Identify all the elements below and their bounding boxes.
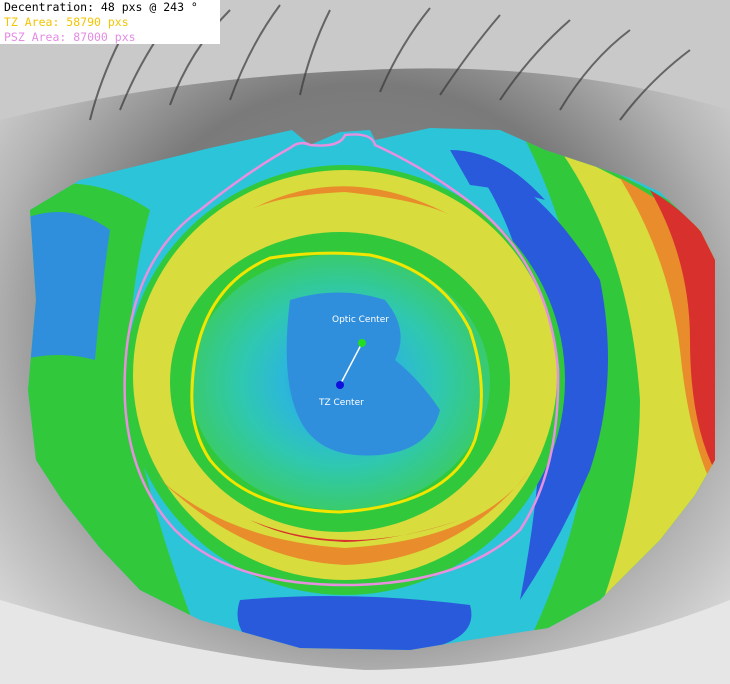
info-panel: Decentration: 48 pxs @ 243 ° TZ Area: 58… — [0, 0, 220, 44]
tz-area-text: TZ Area: 58790 pxs — [4, 15, 129, 29]
lower-eyelid — [0, 600, 730, 684]
optic-center-label: Optic Center — [332, 315, 389, 325]
decentration-line — [339, 342, 363, 386]
decentration-text: Decentration: 48 pxs @ 243 ° — [4, 0, 198, 14]
tz-center-dot — [336, 381, 344, 389]
psz-outline — [123, 133, 560, 587]
psz-area-text: PSZ Area: 87000 pxs — [4, 30, 136, 44]
optic-center-dot — [358, 339, 366, 347]
tz-outline — [190, 251, 483, 514]
tz-center-label: TZ Center — [319, 398, 364, 408]
